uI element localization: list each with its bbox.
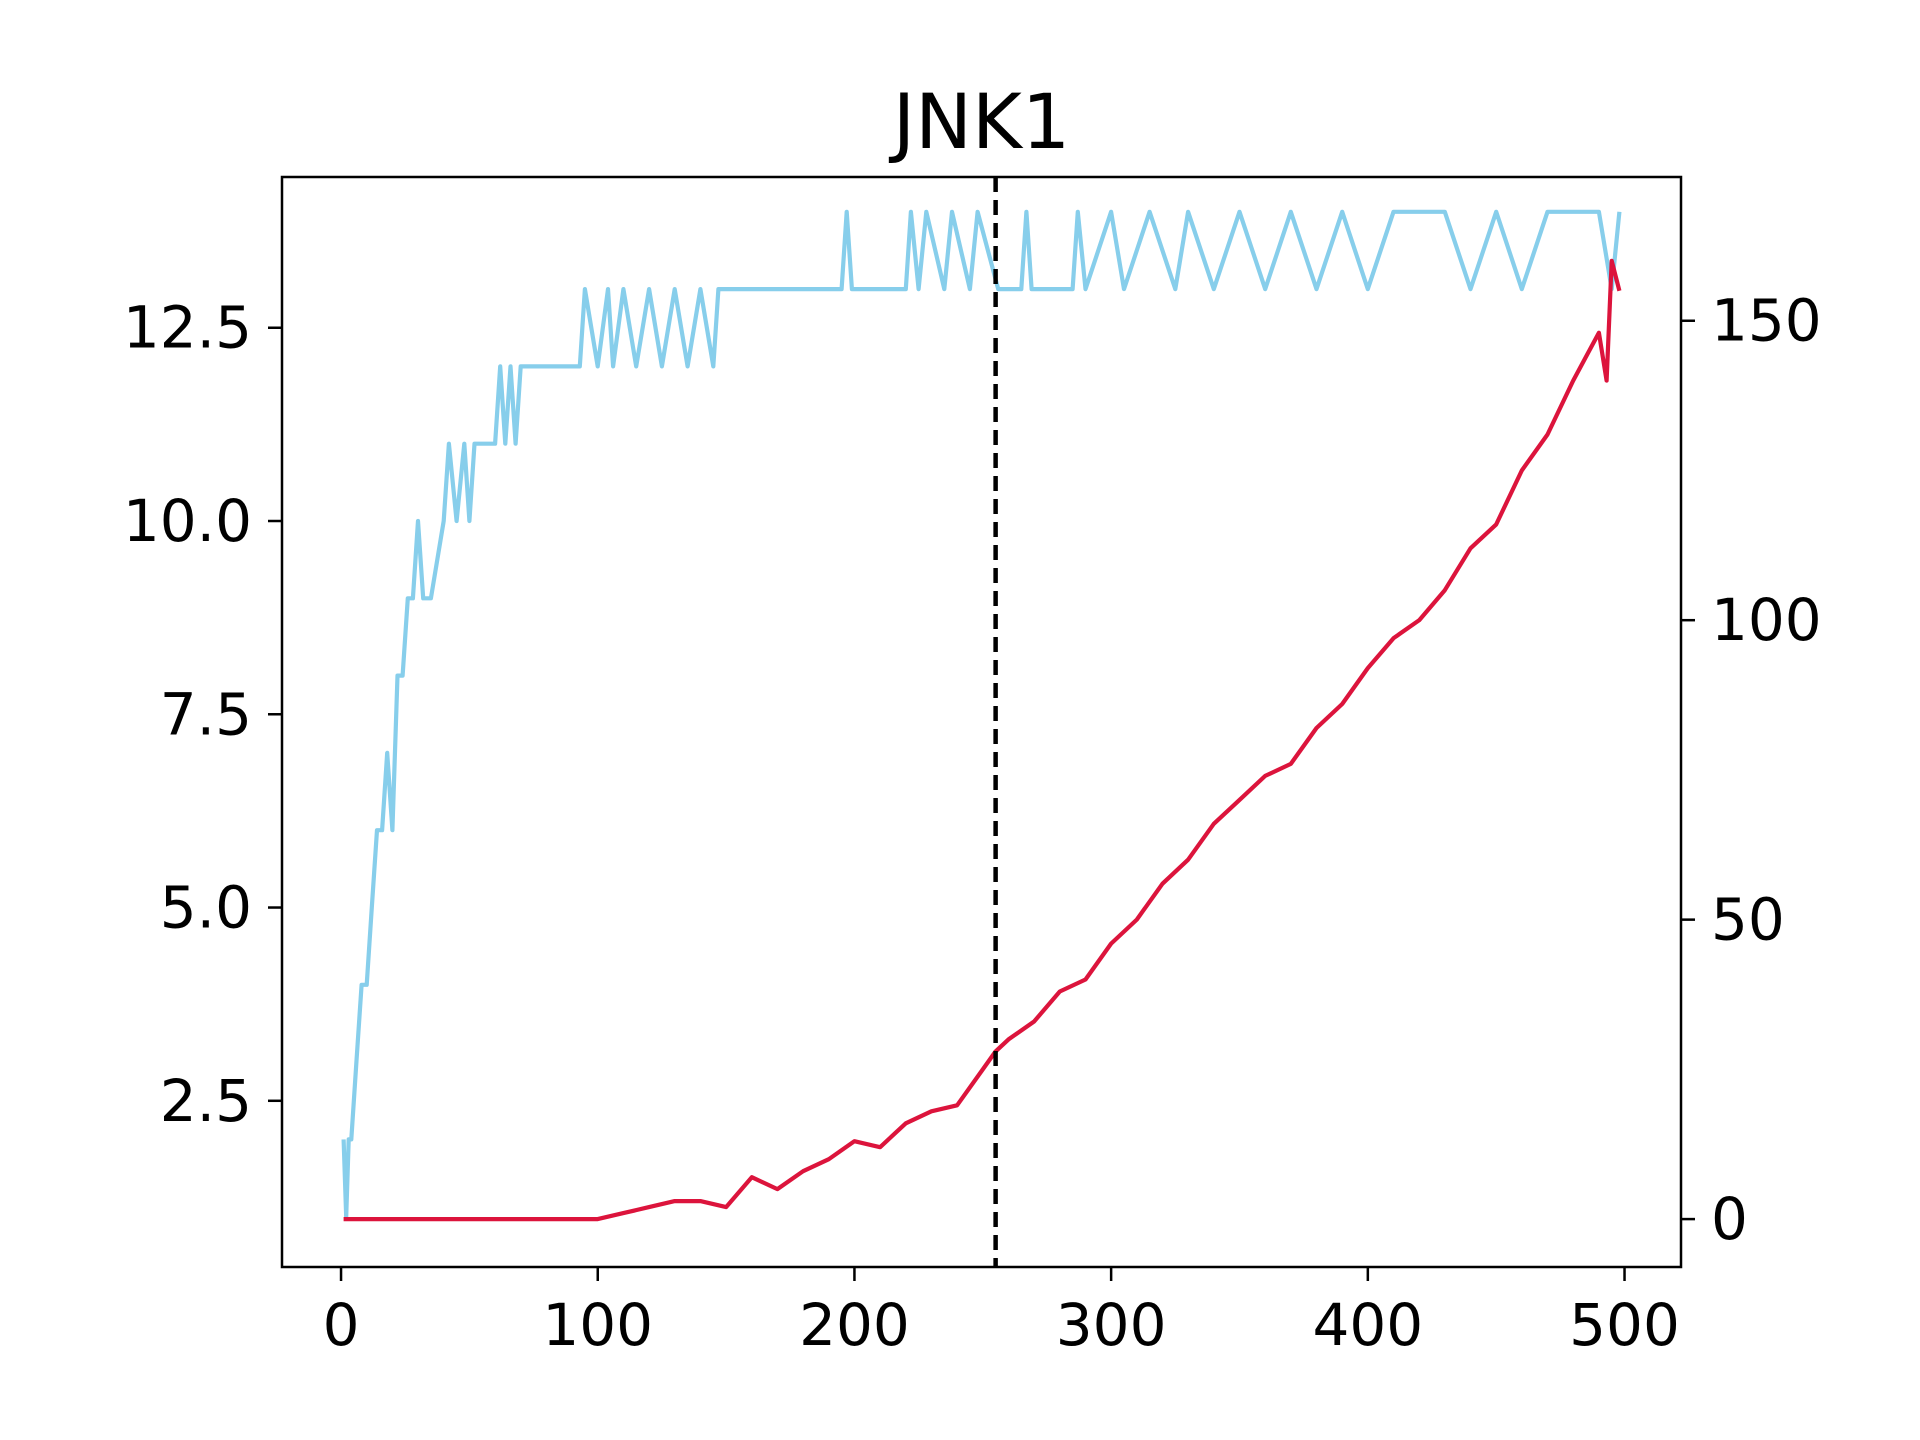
y-tick-label: 2.5 [160,1067,252,1135]
series-line-2 [343,258,1622,1222]
axes: 0 100 200 300 400 500 2.5 5.0 7.5 10.0 12.5 0 50 100 1… [123,175,1822,1359]
x-tick-label: 300 [1056,1291,1167,1359]
series-line-1 [341,209,1622,1219]
x-tick-label: 400 [1312,1291,1423,1359]
plot-marks [341,177,1622,1267]
y-tick-label: 10.0 [123,487,252,555]
y-tick-label: 12.5 [123,294,252,362]
y2-tick-label: 150 [1711,287,1822,355]
y2-tick-label: 50 [1711,886,1785,954]
plot-frame [280,175,1683,1269]
y2-tick-label: 0 [1711,1185,1748,1253]
x-tick-label: 0 [323,1291,360,1359]
x-tick-label: 500 [1569,1291,1680,1359]
x-tick-label: 100 [542,1291,653,1359]
y2-tick-label: 100 [1711,586,1822,654]
chart-title: JNK1 [889,77,1070,166]
x-tick-label: 200 [799,1291,910,1359]
y-tick-label: 5.0 [160,874,252,942]
y-tick-label: 7.5 [160,680,252,748]
